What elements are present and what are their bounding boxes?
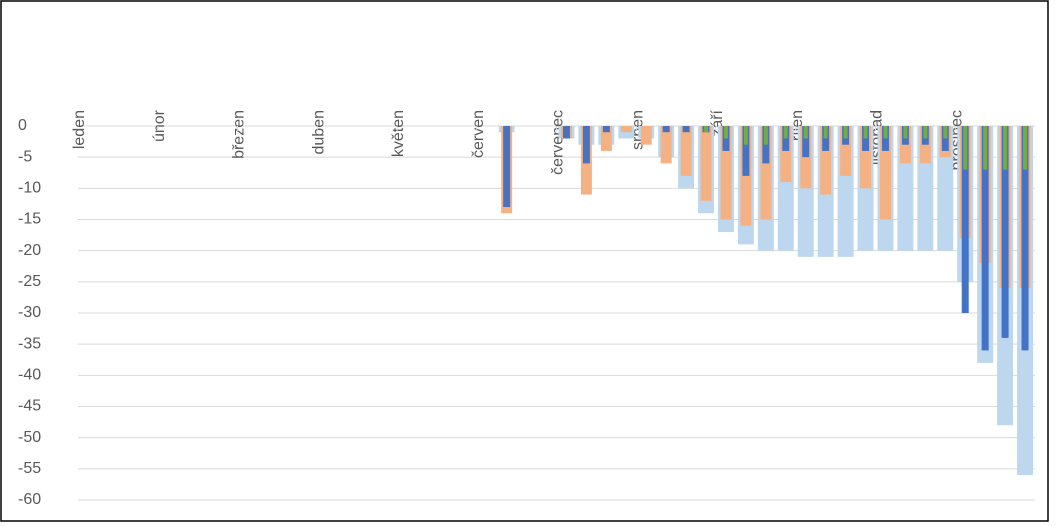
bar <box>840 126 852 176</box>
x-tick-label: červenec <box>550 110 567 175</box>
bar <box>981 126 989 351</box>
x-tick-label: únor <box>151 109 168 142</box>
bar <box>961 126 969 313</box>
bar <box>903 126 908 139</box>
bar <box>1003 126 1008 170</box>
bar <box>879 126 891 220</box>
bar <box>600 126 612 151</box>
bar <box>863 126 868 139</box>
bar <box>742 126 750 176</box>
y-tick-label: -15 <box>18 211 41 228</box>
y-tick-label: -45 <box>18 398 41 415</box>
bar <box>1021 126 1029 351</box>
x-tick-label: květen <box>390 110 407 157</box>
x-tick-label: duben <box>310 110 327 155</box>
bar <box>562 126 570 139</box>
bar <box>941 126 949 151</box>
bar <box>1023 126 1028 170</box>
y-tick-label: -40 <box>18 367 41 384</box>
bar <box>1001 126 1009 338</box>
bar <box>862 126 870 151</box>
bar <box>823 126 828 139</box>
bar <box>700 126 712 201</box>
bar <box>963 126 968 170</box>
bar <box>860 126 872 189</box>
y-tick-label: -25 <box>18 273 41 290</box>
bar <box>822 126 830 151</box>
x-tick-label: březen <box>231 110 248 159</box>
bar <box>783 126 788 139</box>
bar <box>503 126 511 208</box>
bar <box>602 126 610 133</box>
y-tick-label: -10 <box>18 180 41 197</box>
bar <box>820 126 832 195</box>
y-tick-label: 0 <box>18 117 27 134</box>
bar <box>881 126 889 151</box>
x-tick-label: červen <box>470 110 487 158</box>
y-tick-label: -20 <box>18 242 41 259</box>
x-tick-label: leden <box>71 110 88 149</box>
bar <box>883 126 888 139</box>
bar <box>722 126 730 151</box>
bar <box>803 126 808 139</box>
y-tick-label: -30 <box>18 304 41 321</box>
bar <box>780 126 792 183</box>
bar <box>782 126 790 151</box>
bar <box>682 126 690 133</box>
y-tick-label: -5 <box>18 148 32 165</box>
bar <box>662 126 670 133</box>
bar <box>720 126 732 220</box>
bar <box>843 126 848 139</box>
y-tick-label: -60 <box>18 491 41 508</box>
bar <box>743 126 748 145</box>
bar <box>760 126 772 220</box>
bar <box>943 126 948 139</box>
y-tick-label: -55 <box>18 460 41 477</box>
bar <box>983 126 988 170</box>
bar <box>582 126 590 164</box>
bar <box>802 126 810 158</box>
y-tick-label: -35 <box>18 335 41 352</box>
bar <box>763 126 768 145</box>
y-tick-label: -50 <box>18 429 41 446</box>
bar <box>704 126 709 133</box>
bar <box>660 126 672 164</box>
bar <box>640 126 652 145</box>
bar <box>723 126 728 139</box>
bar <box>923 126 928 139</box>
bar <box>620 126 632 133</box>
bar <box>680 126 692 176</box>
